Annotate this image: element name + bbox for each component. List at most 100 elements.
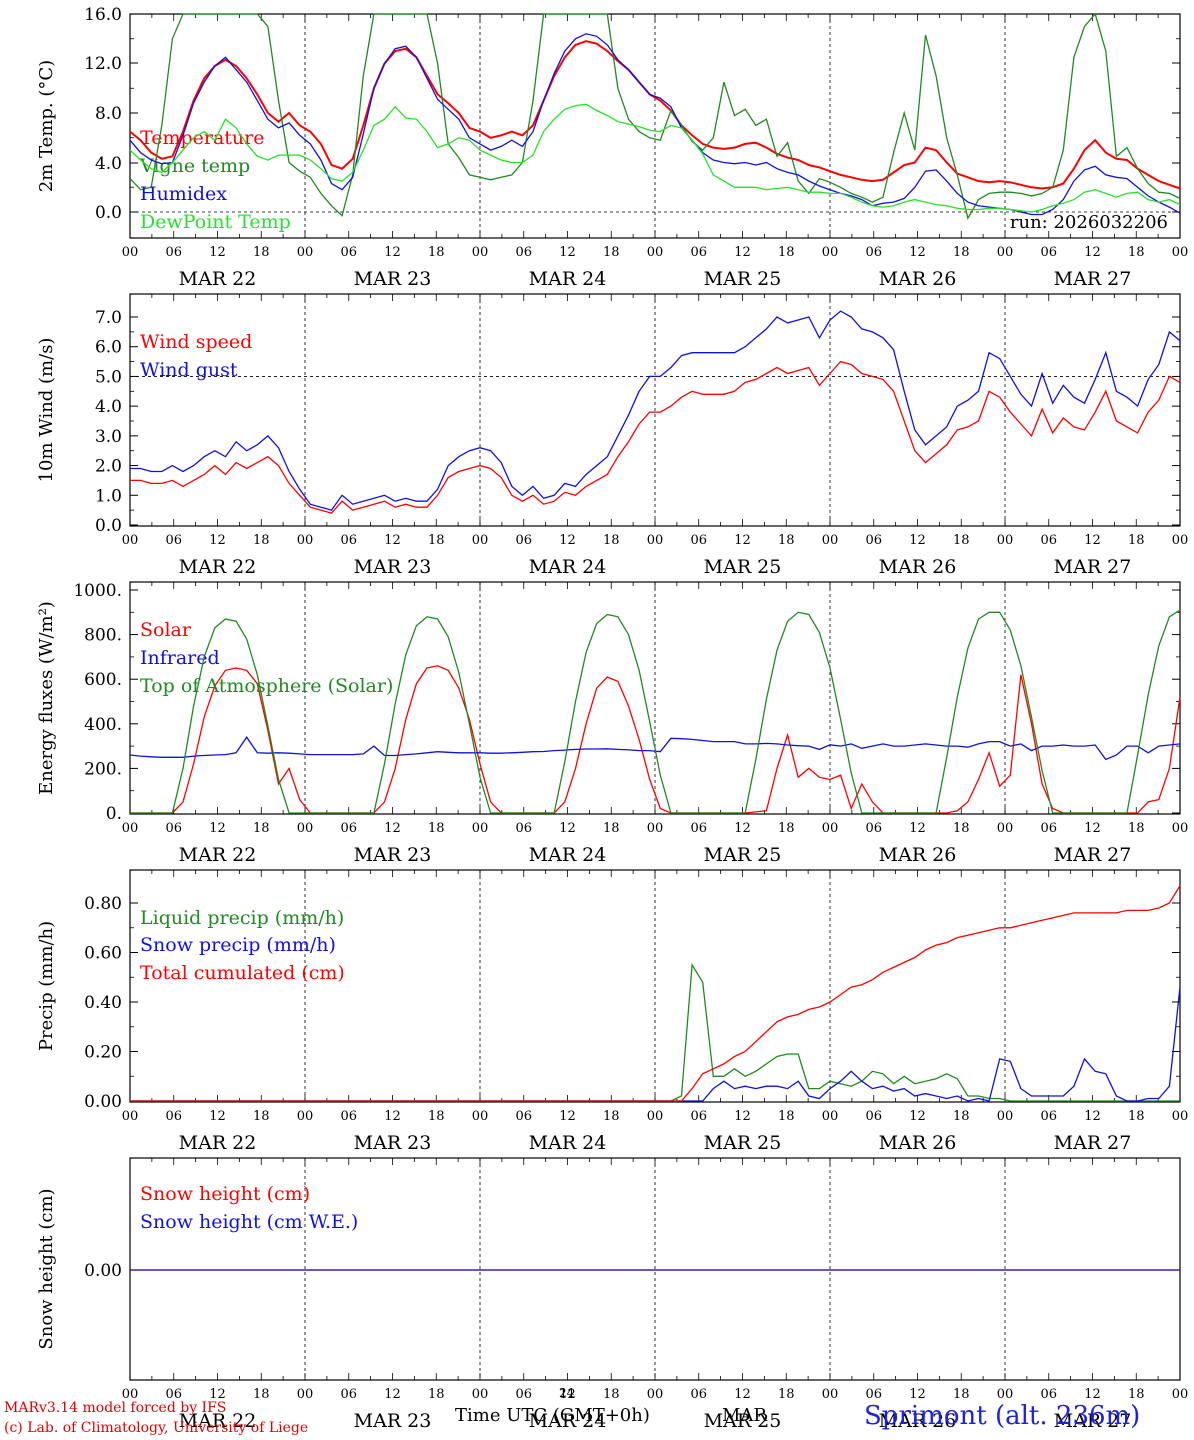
legend-entry: DewPoint Temp [140,211,291,233]
hour-tick-label: 12 [559,821,576,836]
y-tick-label: 2.0 [95,457,122,477]
hour-tick-label: 18 [428,245,445,260]
hour-tick-label: 18 [778,245,795,260]
hour-tick-label: 00 [997,1109,1014,1124]
day-label: MAR 26 [879,1410,957,1432]
hour-tick-label: 00 [297,533,314,548]
day-label: MAR 26 [879,844,957,866]
hour-tick-label: 00 [122,1387,139,1402]
hour-tick-label: 18 [1128,1109,1145,1124]
legend-entry: Total cumulated (cm) [140,962,345,984]
hour-tick-label: 00 [647,245,664,260]
credit-line: (c) Lab. of Climatology, University of L… [4,1420,309,1436]
day-label: MAR 23 [354,268,432,290]
hour-tick-label: 00 [472,1387,489,1402]
hour-tick-label: 06 [165,533,182,548]
day-label: MAR 22 [179,1410,257,1432]
legend-entry: Vigne temp [139,155,250,177]
hour-tick-label: 06 [515,245,532,260]
hour-tick-label: 12 [734,1109,751,1124]
day-label: MAR 25 [704,1410,782,1432]
hour-tick-label: 12 [1084,821,1101,836]
hour-tick-label: 06 [515,1387,532,1402]
y-tick-label: 200. [84,759,122,779]
hour-tick-label: 12 [1084,533,1101,548]
hour-tick-label: 12 [559,533,576,548]
y-tick-label: 800. [84,626,122,646]
hour-tick-label: 00 [1172,533,1189,548]
hour-tick-label: 06 [1040,245,1057,260]
hour-tick-label: 00 [647,821,664,836]
hour-tick-label: 18 [1128,821,1145,836]
hour-tick-label: 00 [997,533,1014,548]
hour-tick-label: 18 [253,1109,270,1124]
y-tick-label: 600. [84,670,122,690]
y-axis-label: 10m Wind (m/s) [36,338,57,483]
hour-tick-label: 00 [1172,1109,1189,1124]
hour-tick-label: 12 [384,821,401,836]
y-axis-label: 2m Temp. (°C) [36,60,57,192]
hour-tick-label: 00 [297,821,314,836]
y-axis-label: Precip (mm/h) [36,921,57,1051]
hour-tick-label: 00 [822,1109,839,1124]
hour-tick-label: 06 [340,1109,357,1124]
hour-tick-label: 00 [822,245,839,260]
day-label: MAR 22 [179,268,257,290]
hour-tick-label: 00 [997,821,1014,836]
hour-tick-label: 18 [953,1387,970,1402]
y-tick-label: 0.0 [95,203,122,223]
day-label: MAR 27 [1054,556,1132,578]
hour-tick-label: 18 [253,821,270,836]
y-tick-label: 1000. [73,581,122,601]
month-marker: MAR [722,1405,767,1426]
hour-tick-label: 00 [472,245,489,260]
y-tick-label: 0.00 [84,1092,122,1112]
hour-tick-label: 18 [953,1109,970,1124]
hour-tick-label: 12 [909,821,926,836]
hour-tick-label: 06 [165,1387,182,1402]
hour-tick-label: 18 [603,821,620,836]
day-label: MAR 22 [179,556,257,578]
hour-tick-label: 12 [909,533,926,548]
legend-entry: Top of Atmosphere (Solar) [140,675,393,697]
day-label: MAR 27 [1054,1410,1132,1432]
legend-entry: Snow precip (mm/h) [140,934,336,956]
hour-tick-label: 00 [997,245,1014,260]
station-name: Sprimont (alt. 236m) [864,1401,1141,1431]
hour-tick-label: 18 [253,533,270,548]
legend-entry: Humidex [140,183,227,205]
series-line [130,885,1181,1102]
series-line [129,12,1181,220]
day-label: MAR 24 [529,1410,607,1432]
hour-tick-label: 06 [690,1109,707,1124]
hour-tick-label: 18 [1128,533,1145,548]
hour-tick-label: 00 [822,821,839,836]
series-line [130,665,1181,814]
hour-tick-label: 00 [822,533,839,548]
y-tick-label: 0.20 [84,1043,122,1063]
hour-tick-label: 12 [1084,245,1101,260]
hour-tick-label: 12 [209,1109,226,1124]
day-label: MAR 23 [354,844,432,866]
legend-entry: Wind speed [140,331,252,353]
hour-tick-label: 06 [165,821,182,836]
day-label: MAR 27 [1054,268,1132,290]
hour-tick-label: 18 [1128,245,1145,260]
hour-tick-label: 18 [603,1387,620,1402]
series-line [130,962,1180,1102]
model-credit: MARv3.14 model forced by IFS (c) Lab. of… [4,1398,308,1438]
day-label: MAR 27 [1054,1132,1132,1154]
model-line: MARv3.14 model forced by IFS [4,1400,227,1416]
series-line [130,360,1181,514]
legend-entry: Temperature [140,127,264,149]
y-tick-label: 3.0 [95,427,122,447]
day-label: MAR 23 [354,556,432,578]
hour-tick-label: 18 [953,245,970,260]
y-axis-label: Snow height (cm) [36,1188,57,1349]
day-label: MAR 27 [1054,844,1132,866]
y-tick-label: 12.0 [84,54,122,74]
series-line [130,987,1181,1102]
hour-tick-label: 00 [647,1109,664,1124]
day-marker: 24 [559,1386,575,1400]
hour-tick-label: 00 [647,533,664,548]
